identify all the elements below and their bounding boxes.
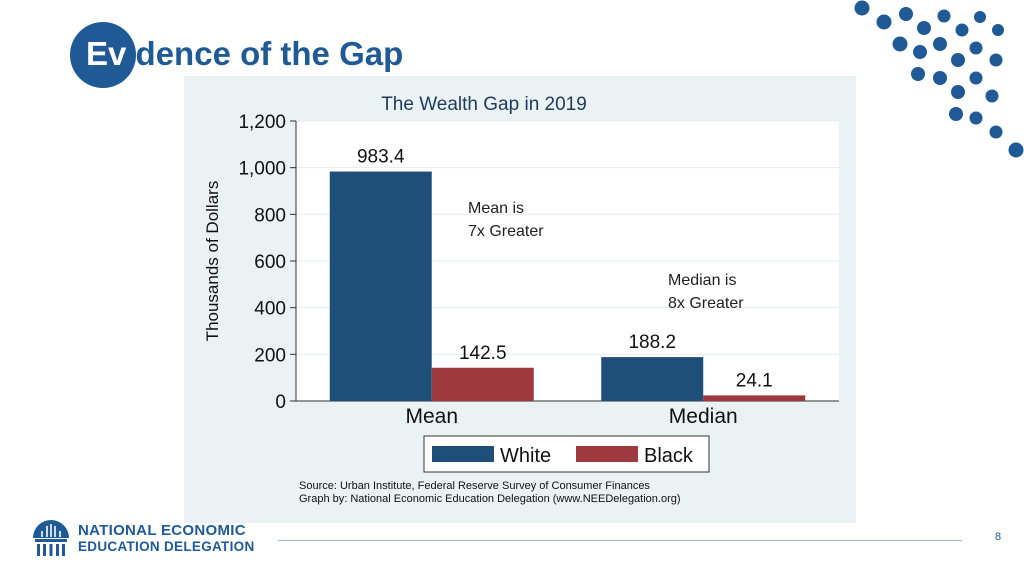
slide-title: Evidence of the Gap	[86, 32, 403, 76]
chart-source-note: Graph by: National Economic Education De…	[299, 493, 681, 505]
decorative-dot	[969, 111, 983, 125]
legend-label: Black	[644, 445, 694, 467]
decorative-dot	[876, 14, 892, 30]
chart-source-note: Source: Urban Institute, Federal Reserve…	[299, 480, 650, 492]
decorative-dot	[913, 45, 927, 59]
decorative-dot	[911, 67, 925, 81]
y-axis-label: Thousands of Dollars	[203, 181, 222, 342]
bar-value-label: 142.5	[459, 343, 507, 364]
bar-white-median	[601, 357, 704, 401]
decorative-dot	[951, 53, 965, 67]
annotation-text: 7x Greater	[468, 223, 544, 240]
x-category-label: Median	[669, 405, 738, 428]
slide-title-prefix: Ev	[86, 35, 127, 72]
decorative-dot	[1008, 142, 1024, 158]
decorative-dot	[917, 21, 931, 35]
y-tick-label: 800	[254, 205, 286, 226]
decorative-dot	[992, 24, 1004, 36]
chart-title: The Wealth Gap in 2019	[381, 94, 587, 115]
wealth-gap-chart: The Wealth Gap in 2019 0 200 400 600 800 1,000…	[184, 76, 856, 523]
annotation-text: Median is	[668, 272, 736, 289]
title-accent-circle	[70, 22, 136, 88]
y-tick-label: 200	[254, 345, 286, 366]
bar-value-label: 983.4	[357, 147, 405, 168]
slide-title-rest: idence of the Gap	[126, 35, 404, 72]
bar-black-mean	[431, 367, 534, 401]
decorative-dot	[989, 125, 1003, 139]
y-tick-label: 0	[275, 392, 286, 413]
annotation-text: Mean is	[468, 200, 524, 217]
x-category-label: Mean	[405, 405, 458, 428]
y-tick-label: 1,200	[238, 112, 286, 133]
decorative-dot	[955, 23, 969, 37]
y-tick-label: 600	[254, 252, 286, 273]
decorative-dot	[933, 37, 947, 51]
decorative-dot	[985, 89, 999, 103]
bar-value-label: 188.2	[628, 332, 676, 353]
bar-value-label: 24.1	[736, 370, 773, 391]
org-name-line2: EDUCATION DELEGATION	[78, 539, 255, 554]
decorative-dot	[933, 71, 947, 85]
y-tick-label: 400	[254, 299, 286, 320]
chart-legend: White Black	[423, 435, 710, 473]
bar-black-median	[703, 395, 806, 401]
decorative-dot	[892, 36, 908, 52]
capitol-dome-icon	[33, 520, 69, 556]
footer-divider	[278, 540, 962, 541]
decorative-dot	[969, 71, 983, 85]
decorative-dot-pattern	[854, 0, 1024, 158]
decorative-dot	[989, 53, 1003, 67]
page-number: 8	[994, 531, 1002, 543]
legend-label: White	[500, 445, 551, 467]
decorative-dot	[969, 41, 983, 55]
decorative-dot	[951, 85, 965, 99]
legend-swatch-white	[432, 446, 494, 462]
y-tick-label: 1,000	[238, 159, 286, 180]
decorative-dot	[899, 7, 913, 21]
bar-white-mean	[329, 171, 432, 401]
decorative-dot	[937, 9, 951, 23]
need-logo: NATIONAL ECONOMIC EDUCATION DELEGATION	[30, 517, 270, 559]
legend-swatch-black	[576, 446, 638, 462]
decorative-dot	[949, 107, 963, 121]
org-name-line1: NATIONAL ECONOMIC	[78, 522, 246, 539]
decorative-dot	[854, 0, 870, 16]
decorative-dot	[974, 11, 986, 23]
annotation-text: 8x Greater	[668, 295, 744, 312]
